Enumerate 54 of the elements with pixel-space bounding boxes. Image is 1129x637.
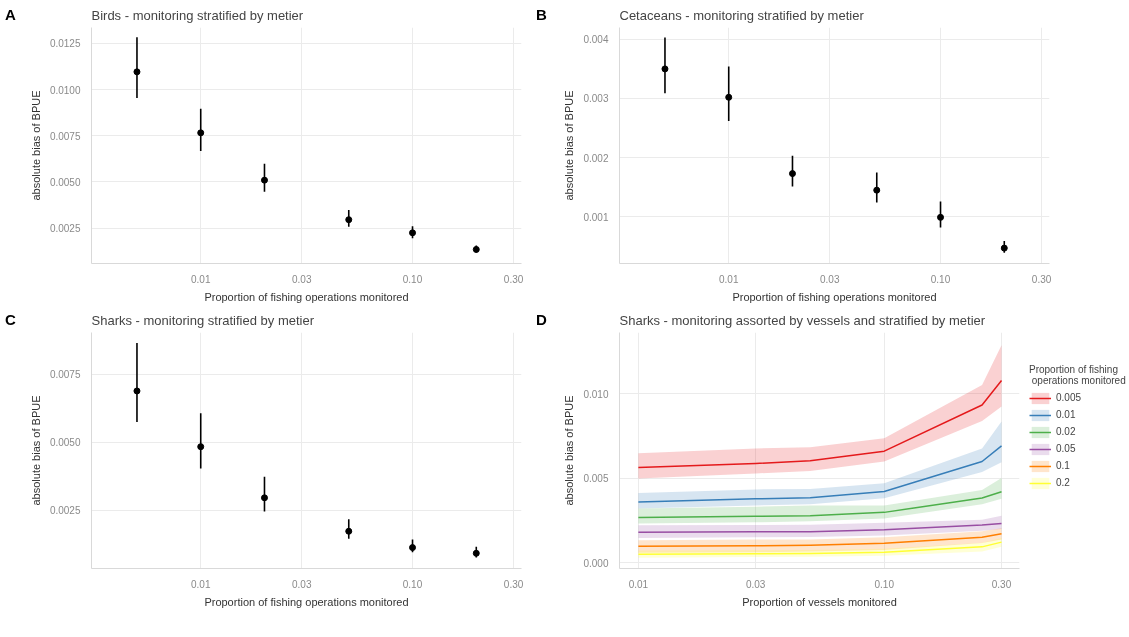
x-tick-label: 0.30 [991,578,1012,590]
y-tick-label: 0.002 [583,152,609,164]
x-tick-label: 0.03 [745,578,766,590]
text: C [5,310,16,330]
text: A [5,5,16,25]
x-tick-label: 0.03 [292,578,312,590]
x-tick-label: 0.01 [190,578,211,590]
y-tick-label: 0.004 [583,34,609,46]
y-axis-title: absolute bias of BPUE [29,90,42,201]
x-tick-label: 0.10 [930,273,951,285]
y-axis-title: absolute bias of BPUE [563,395,576,506]
x-axis-title: Proportion of fishing operations monitored [204,290,409,303]
chart-title: Birds - monitoring stratified by metier [91,7,304,23]
y-tick-label: 0.001 [583,211,609,223]
x-tick-label: 0.03 [292,273,312,285]
text: B [536,5,547,25]
y-tick-label: 0.003 [583,93,609,105]
y-tick-label: 0.0050 [49,437,81,449]
chart-title: Sharks - monitoring assorted by vessels and stratified by metier [619,312,986,328]
legend-label: 0.2 [1056,477,1071,489]
chart-title: Sharks - monitoring stratified by metier [91,312,315,328]
x-axis-title: Proportion of vessels monitored [742,595,897,608]
x-tick-label: 0.03 [820,273,840,285]
y-tick-label: 0.0050 [49,177,81,188]
y-axis-title: absolute bias of BPUE [563,90,576,201]
x-tick-label: 0.10 [402,273,423,285]
x-tick-label: 0.01 [718,273,739,285]
y-tick-label: 0.005 [583,473,609,485]
y-tick-label: 0.0075 [49,130,81,142]
legend-label: 0.05 [1056,443,1076,455]
y-tick-label: 0.000 [583,557,609,569]
y-tick-label: 0.0075 [49,369,81,381]
chart-title: Cetaceans - monitoring stratified by metier [619,7,865,23]
legend-label: 0.005 [1056,392,1082,404]
x-axis-title: Proportion of fishing operations monitored [204,595,409,608]
legend-label: 0.02 [1056,426,1076,438]
x-tick-label: 0.30 [1031,273,1052,285]
x-axis-title: Proportion of fishing operations monitored [732,290,937,303]
y-tick-label: 0.0125 [49,38,81,50]
x-tick-label: 0.01 [190,273,211,285]
x-tick-label: 0.30 [503,273,524,285]
legend-label: 0.1 [1056,460,1071,472]
x-tick-label: 0.30 [503,578,524,590]
x-tick-label: 0.10 [874,578,895,590]
y-tick-label: 0.0025 [49,505,81,517]
y-axis-title: absolute bias of BPUE [29,395,42,506]
text: D [536,310,547,330]
y-tick-label: 0.010 [583,388,609,400]
legend-label: 0.01 [1056,409,1076,421]
y-tick-label: 0.0100 [49,84,81,96]
y-tick-label: 0.0025 [49,223,81,235]
x-tick-label: 0.10 [402,578,423,590]
x-tick-label: 0.01 [628,578,649,590]
legend-title: Proportion of fishing operations monitored [1029,363,1126,386]
